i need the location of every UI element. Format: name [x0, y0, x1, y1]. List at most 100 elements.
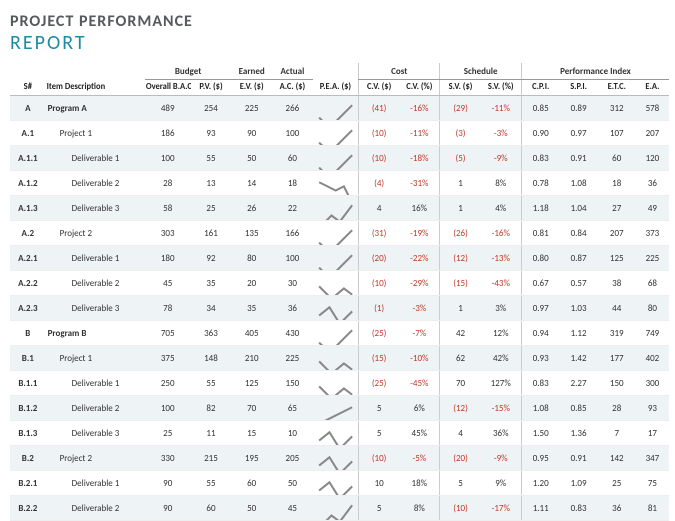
cell-cvp: 45% — [399, 421, 440, 446]
cell-pv: 60 — [191, 496, 232, 521]
cell-desc: Deliverable 1 — [46, 146, 145, 171]
cell-desc: Deliverable 1 — [46, 246, 145, 271]
cell-spi: 2.27 — [560, 371, 598, 396]
cell-cpi: 0.78 — [521, 171, 559, 196]
sparkline-cell — [313, 196, 359, 221]
group-perf: Performance Index — [521, 63, 669, 80]
cell-bac: 250 — [145, 371, 191, 396]
performance-table: Budget Earned Actual Cost Schedule Perfo… — [10, 63, 669, 521]
cell-cvp: 18% — [399, 471, 440, 496]
cell-svd: (29) — [440, 96, 481, 121]
cell-eac: 347 — [636, 446, 669, 471]
table-row: B.1.3Deliverable 325111510545%436%1.501.… — [10, 421, 669, 446]
table-row: AProgram A489254225266(41)-16%(29)-11%0.… — [10, 96, 669, 121]
cell-ev: 70 — [231, 396, 272, 421]
cell-etc: 25 — [598, 471, 636, 496]
cell-ev: 135 — [231, 221, 272, 246]
cell-eac: 17 — [636, 421, 669, 446]
cell-cvd: (10) — [359, 121, 400, 146]
cell-etc: 44 — [598, 296, 636, 321]
table-row: BProgram B705363405430(25)-7%4212%0.941.… — [10, 321, 669, 346]
cell-cpi: 1.20 — [521, 471, 559, 496]
cell-cvp: 6% — [399, 396, 440, 421]
cell-desc: Project 2 — [46, 446, 145, 471]
cell-id: B.2.1 — [10, 471, 46, 496]
cell-cvp: -5% — [399, 446, 440, 471]
cell-ac: 30 — [272, 271, 313, 296]
cell-cvd: (10) — [359, 146, 400, 171]
cell-pv: 148 — [191, 346, 232, 371]
cell-cvd: (25) — [359, 321, 400, 346]
cell-ev: 405 — [231, 321, 272, 346]
cell-cvd: 10 — [359, 471, 400, 496]
table-row: A.2.1Deliverable 11809280100(20)-22%(12)… — [10, 246, 669, 271]
cell-eac: 49 — [636, 196, 669, 221]
cell-svd: 5 — [440, 471, 481, 496]
cell-cvp: 16% — [399, 196, 440, 221]
table-row: B.1.1Deliverable 125055125150(25)-45%701… — [10, 371, 669, 396]
hdr-pv: P.V. ($) — [191, 80, 232, 96]
cell-cpi: 0.81 — [521, 221, 559, 246]
cell-svp: 8% — [481, 171, 522, 196]
cell-bac: 705 — [145, 321, 191, 346]
cell-spi: 0.91 — [560, 146, 598, 171]
group-cost: Cost — [359, 63, 440, 80]
cell-cvd: (4) — [359, 171, 400, 196]
cell-svd: (26) — [440, 221, 481, 246]
cell-cvd: (20) — [359, 246, 400, 271]
cell-desc: Deliverable 3 — [46, 196, 145, 221]
cell-etc: 7 — [598, 421, 636, 446]
column-header-row: S# Item Description Overall B.A.C. ($) P… — [10, 80, 669, 96]
cell-spi: 0.97 — [560, 121, 598, 146]
cell-bac: 330 — [145, 446, 191, 471]
cell-etc: 28 — [598, 396, 636, 421]
table-row: A.1Project 11869390100(10)-11%(3)-3%0.90… — [10, 121, 669, 146]
cell-cpi: 1.11 — [521, 496, 559, 521]
cell-id: B.1.1 — [10, 371, 46, 396]
table-row: A.2.2Deliverable 245352030(10)-29%(15)-4… — [10, 271, 669, 296]
cell-desc: Program B — [46, 321, 145, 346]
cell-etc: 125 — [598, 246, 636, 271]
cell-eac: 300 — [636, 371, 669, 396]
cell-cvd: (31) — [359, 221, 400, 246]
cell-cvp: -16% — [399, 96, 440, 121]
cell-ac: 18 — [272, 171, 313, 196]
sparkline-cell — [313, 321, 359, 346]
cell-etc: 36 — [598, 496, 636, 521]
cell-bac: 375 — [145, 346, 191, 371]
cell-spi: 1.42 — [560, 346, 598, 371]
cell-eac: 120 — [636, 146, 669, 171]
cell-pv: 254 — [191, 96, 232, 121]
cell-eac: 225 — [636, 246, 669, 271]
cell-eac: 402 — [636, 346, 669, 371]
cell-desc: Deliverable 3 — [46, 421, 145, 446]
sparkline-cell — [313, 271, 359, 296]
cell-eac: 93 — [636, 396, 669, 421]
cell-cvp: -45% — [399, 371, 440, 396]
table-body: AProgram A489254225266(41)-16%(29)-11%0.… — [10, 96, 669, 521]
column-group-row: Budget Earned Actual Cost Schedule Perfo… — [10, 63, 669, 80]
cell-svp: 127% — [481, 371, 522, 396]
cell-desc: Deliverable 1 — [46, 471, 145, 496]
cell-spi: 1.08 — [560, 171, 598, 196]
cell-ev: 14 — [231, 171, 272, 196]
cell-ac: 100 — [272, 121, 313, 146]
cell-cpi: 1.18 — [521, 196, 559, 221]
cell-etc: 319 — [598, 321, 636, 346]
cell-ac: 45 — [272, 496, 313, 521]
hdr-pea: P.E.A. ($) — [313, 80, 359, 96]
cell-id: A.1.2 — [10, 171, 46, 196]
hdr-etc: E.T.C. — [598, 80, 636, 96]
cell-id: B.1 — [10, 346, 46, 371]
cell-cpi: 0.90 — [521, 121, 559, 146]
cell-ev: 225 — [231, 96, 272, 121]
hdr-cpi: C.P.I. — [521, 80, 559, 96]
table-row: A.2.3Deliverable 378343536(1)-3%13%0.971… — [10, 296, 669, 321]
cell-id: A.2.1 — [10, 246, 46, 271]
cell-ev: 50 — [231, 146, 272, 171]
cell-id: A.1 — [10, 121, 46, 146]
cell-ev: 15 — [231, 421, 272, 446]
cell-etc: 60 — [598, 146, 636, 171]
cell-ac: 430 — [272, 321, 313, 346]
cell-etc: 150 — [598, 371, 636, 396]
